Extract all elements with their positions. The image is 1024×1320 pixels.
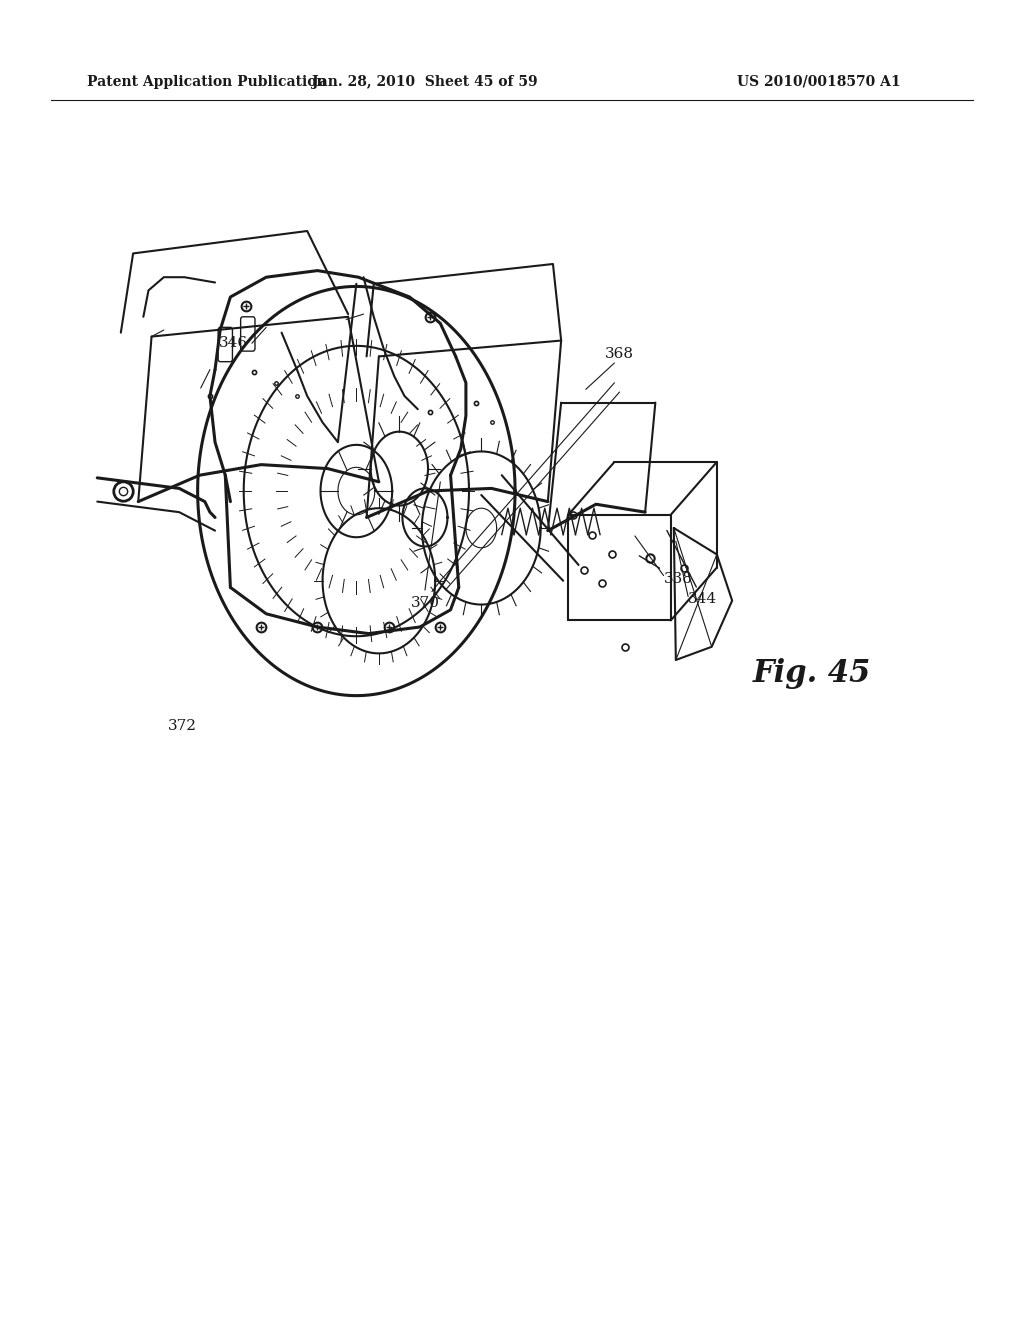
Text: 338: 338 — [639, 556, 692, 586]
Text: Fig. 45: Fig. 45 — [753, 657, 871, 689]
Text: 368: 368 — [605, 347, 634, 360]
Text: 346: 346 — [219, 337, 248, 350]
Text: 344: 344 — [667, 531, 717, 606]
Text: Jan. 28, 2010  Sheet 45 of 59: Jan. 28, 2010 Sheet 45 of 59 — [312, 75, 538, 88]
Text: 372: 372 — [168, 719, 197, 733]
Text: US 2010/0018570 A1: US 2010/0018570 A1 — [737, 75, 901, 88]
Text: 370: 370 — [411, 597, 439, 610]
Text: Patent Application Publication: Patent Application Publication — [87, 75, 327, 88]
